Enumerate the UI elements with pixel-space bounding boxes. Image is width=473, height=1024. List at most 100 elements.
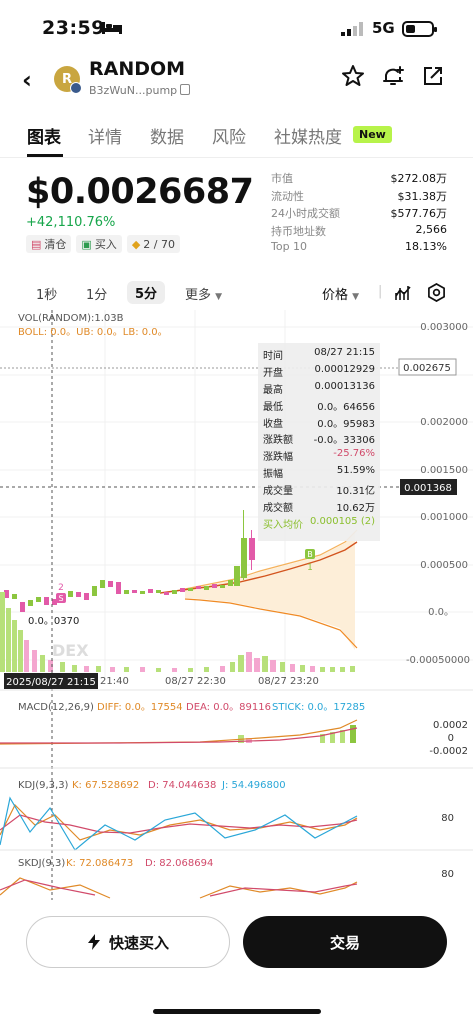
tooltip-key: 涨跌额 bbox=[263, 435, 293, 447]
tab-chart[interactable]: 图表 bbox=[27, 128, 61, 148]
tooltip-row: 最高 0.00013136 bbox=[263, 381, 375, 398]
back-button[interactable]: ‹ bbox=[22, 66, 32, 94]
tooltip-value: 08/27 21:15 bbox=[314, 347, 375, 358]
price-change: +42,110.76% bbox=[26, 215, 116, 230]
stat-row: 持币地址数 2,566 bbox=[271, 223, 447, 241]
tab-data[interactable]: 数据 bbox=[150, 128, 184, 148]
dex-watermark: DEX bbox=[52, 641, 89, 660]
star-icon[interactable] bbox=[341, 64, 365, 88]
tooltip-value: 51.59% bbox=[336, 465, 375, 477]
boll-band bbox=[185, 532, 355, 650]
price-axis-label: 0.0。 bbox=[428, 607, 454, 618]
price-axis-label: 0.003000 bbox=[420, 322, 468, 333]
stat-row: 流动性 $31.38万 bbox=[271, 188, 447, 206]
price-axis-label: 0.002000 bbox=[420, 417, 468, 428]
trade-button[interactable]: 交易 bbox=[243, 916, 447, 968]
stat-value: $577.76万 bbox=[390, 207, 448, 220]
tooltip-row: 涨跌幅 -25.76% bbox=[263, 448, 375, 465]
cross-time: 2025/08/27 21:15 bbox=[6, 677, 96, 688]
stat-value: 2,566 bbox=[415, 222, 448, 236]
settings-hex-icon[interactable] bbox=[427, 283, 446, 302]
tooltip-row: 成交额 10.62万 bbox=[263, 499, 375, 516]
tab-social[interactable]: 社媒热度 bbox=[274, 128, 342, 148]
token-name: RANDOM bbox=[89, 58, 186, 80]
price-axis-label: -0.00050000 bbox=[406, 655, 470, 666]
stat-key: 持币地址数 bbox=[271, 224, 326, 238]
stat-row: 市值 $272.08万 bbox=[271, 170, 447, 188]
diamond-icon: ◆ bbox=[131, 237, 141, 251]
token-address: B3zWuN...pump bbox=[89, 84, 178, 97]
kdj-j-line bbox=[0, 796, 358, 851]
tooltip-value: 0.00013136 bbox=[314, 380, 375, 392]
indicator-icon[interactable] bbox=[394, 284, 412, 302]
clear-icon: ▤ bbox=[31, 237, 42, 251]
price-chart[interactable]: S 2 B 1 0.003000 0.002000 0.001500 0.001… bbox=[0, 310, 473, 900]
time-axis-label: 08/27 22:30 bbox=[165, 676, 226, 687]
ratio-label: 2 / 70 bbox=[143, 237, 175, 251]
stat-value: 18.13% bbox=[405, 240, 447, 253]
trade-markers: S 2 B 1 bbox=[56, 549, 315, 603]
boll-lower-line bbox=[184, 598, 358, 649]
clear-label: 清仓 bbox=[44, 238, 67, 251]
buy-tag[interactable]: ▣ 买入 bbox=[76, 235, 122, 253]
time-axis-label: 21:40 bbox=[100, 676, 129, 687]
buy-icon: ▣ bbox=[81, 237, 92, 251]
network-type: 5G bbox=[372, 19, 395, 37]
tooltip-row: 时间 08/27 21:15 bbox=[263, 347, 375, 364]
tooltip-key: 振幅 bbox=[263, 469, 283, 481]
macd-dea-line bbox=[0, 727, 358, 744]
tab-risk[interactable]: 风险 bbox=[212, 128, 246, 148]
tooltip-key: 时间 bbox=[263, 351, 283, 362]
tooltip-key: 成交量 bbox=[263, 486, 293, 498]
tooltip-row: 买入均价 0.000105 (2) bbox=[263, 516, 375, 533]
clear-tag[interactable]: ▤ 清仓 bbox=[26, 235, 72, 253]
macd-stick: STICK: 0.0。17285 bbox=[272, 702, 365, 713]
macd-diff-line bbox=[0, 719, 358, 745]
lightning-icon bbox=[87, 934, 100, 950]
skdj-k: K: 72.086473 bbox=[66, 858, 133, 869]
battery-icon bbox=[402, 21, 437, 37]
stat-key: 流动性 bbox=[271, 189, 304, 203]
status-bar: 23:59 5G bbox=[0, 0, 473, 56]
interval-1m[interactable]: 1分 bbox=[86, 288, 108, 303]
tooltip-value: 0.0。95983 bbox=[317, 418, 375, 430]
macd-dea: DEA: 0.0。89116 bbox=[186, 702, 271, 713]
sell-marker-count: 2 bbox=[58, 583, 64, 593]
ratio-tag[interactable]: ◆ 2 / 70 bbox=[126, 235, 180, 253]
tooltip-key: 买入均价 bbox=[263, 519, 303, 531]
chart-type-label: 价格 bbox=[322, 288, 349, 303]
copy-icon[interactable] bbox=[180, 84, 190, 95]
alert-bell-icon[interactable] bbox=[381, 64, 405, 88]
interval-bar: 1秒 1分 5分 更多 ▼ 价格 ▼ | bbox=[0, 280, 473, 308]
tooltip-key: 成交额 bbox=[263, 503, 293, 515]
price-axis-label: 0.000500 bbox=[420, 560, 468, 571]
tooltip-row: 最低 0.0。64656 bbox=[263, 398, 375, 415]
macd-label: MACD(12,26,9) bbox=[18, 702, 94, 713]
chevron-down-icon: ▼ bbox=[215, 292, 223, 302]
quick-buy-button[interactable]: 快速买入 bbox=[26, 916, 230, 968]
skdj-d-line bbox=[0, 879, 358, 897]
chart-type-select[interactable]: 价格 ▼ bbox=[322, 284, 359, 303]
main-tabs: 图表 详情 数据 风险 社媒热度 New bbox=[0, 118, 473, 158]
interval-5m[interactable]: 5分 bbox=[127, 281, 166, 304]
time-axis-label: 08/27 23:20 bbox=[258, 676, 319, 687]
skdj-label: SKDJ(9,3) bbox=[18, 858, 65, 869]
share-icon[interactable] bbox=[421, 64, 445, 88]
tab-details[interactable]: 详情 bbox=[88, 128, 122, 148]
interval-more[interactable]: 更多 ▼ bbox=[185, 284, 222, 303]
tooltip-key: 涨跌幅 bbox=[263, 452, 293, 464]
stat-row: 24小时成交额 $577.76万 bbox=[271, 205, 447, 223]
cross-time-box bbox=[4, 673, 98, 689]
signal-icon bbox=[341, 22, 363, 36]
tooltip-key: 最低 bbox=[263, 401, 283, 413]
stat-value: $31.38万 bbox=[397, 189, 448, 203]
kdj-axis-label: 80 bbox=[441, 813, 454, 824]
tooltip-value: 0.00012929 bbox=[314, 363, 375, 375]
low-price-mark: 0.0。0370 bbox=[28, 616, 79, 627]
stat-key: 市值 bbox=[271, 172, 293, 185]
interval-1s[interactable]: 1秒 bbox=[36, 288, 58, 303]
macd-diff: DIFF: 0.0。17554 bbox=[97, 702, 183, 713]
buy-marker: B bbox=[307, 550, 313, 559]
skdj-axis-label: 80 bbox=[441, 869, 454, 880]
token-stats: 市值 $272.08万 流动性 $31.38万 24小时成交额 $577.76万 持币… bbox=[271, 170, 447, 258]
